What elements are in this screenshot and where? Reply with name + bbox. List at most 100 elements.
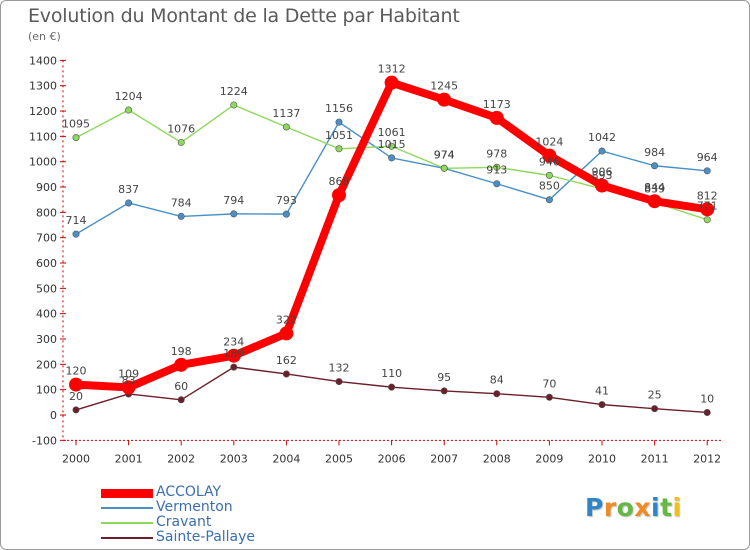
data-label-sainte-pallaye: 10 (700, 392, 714, 405)
data-point-accolay (69, 377, 83, 392)
data-label-vermenton: 850 (539, 180, 560, 193)
data-point-accolay (121, 380, 136, 395)
data-label-cravant: 1224 (220, 85, 248, 98)
logo-letter: r (603, 493, 617, 522)
data-label-vermenton: 714 (66, 214, 87, 227)
data-point-accolay (700, 202, 715, 217)
logo-letter: i (672, 493, 682, 522)
data-labels: 120 1091982343228681312124511731024906844… (62, 63, 718, 406)
data-label-accolay: 1024 (535, 136, 563, 149)
y-tick-label: 1200 (29, 105, 57, 118)
data-point-sainte-pallaye (230, 363, 238, 371)
data-point-vermenton (177, 212, 185, 220)
data-label-cravant: 1076 (167, 122, 195, 135)
data-label-vermenton: 1042 (588, 131, 616, 144)
data-point-cravant (388, 142, 396, 150)
data-point-cravant (493, 163, 501, 171)
data-label-sainte-pallaye: 70 (542, 377, 556, 390)
x-tick-label: 2006 (378, 452, 406, 465)
data-label-cravant: 1051 (325, 129, 353, 142)
data-point-sainte-pallaye (72, 406, 80, 414)
y-tick-label: 700 (36, 232, 57, 245)
data-point-sainte-pallaye (703, 408, 711, 416)
data-point-accolay (489, 110, 504, 125)
y-tick-label: -100 (32, 434, 57, 447)
data-point-vermenton (545, 196, 553, 204)
logo-letter: o (616, 493, 635, 522)
data-point-accolay (595, 178, 609, 193)
data-label-sainte-pallaye: 95 (437, 371, 451, 384)
data-label-accolay: 1173 (483, 98, 511, 111)
data-label-accolay: 906 (592, 166, 613, 179)
chart-title: Evolution du Montant de la Dette par Hab… (28, 5, 460, 27)
data-label-vermenton: 794 (223, 194, 244, 207)
data-label-sainte-pallaye: 132 (329, 362, 350, 375)
data-point-sainte-pallaye (493, 390, 501, 398)
logo-letter: i (651, 493, 661, 522)
data-label-cravant: 978 (486, 147, 507, 160)
data-label-cravant: 771 (697, 200, 718, 213)
data-point-sainte-pallaye (335, 378, 343, 386)
data-point-cravant (72, 134, 80, 142)
x-tick-label: 2009 (535, 452, 563, 465)
data-label-vermenton: 974 (434, 148, 455, 161)
data-point-vermenton (282, 210, 290, 218)
data-point-vermenton (388, 154, 396, 162)
data-point-sainte-pallaye (282, 370, 290, 378)
data-label-sainte-pallaye: 20 (69, 390, 83, 403)
data-point-vermenton (651, 162, 659, 170)
data-label-accolay: 120 (66, 365, 87, 378)
data-point-cravant (282, 123, 290, 131)
data-label-vermenton: 1015 (378, 138, 406, 151)
data-label-sainte-pallaye: 60 (174, 380, 188, 393)
x-tick-label: 2007 (430, 452, 458, 465)
data-point-vermenton (125, 199, 133, 207)
data-label-vermenton: 837 (118, 183, 139, 196)
data-point-cravant (177, 138, 185, 146)
data-point-cravant (230, 101, 238, 109)
y-tick-label: 100 (36, 384, 57, 397)
data-label-cravant: 1204 (115, 90, 143, 103)
axes: -100 0 100 200 300 400 500 600 700 800 900 1000 1100… (29, 54, 723, 465)
data-point-accolay (542, 148, 557, 163)
x-tick-label: 2000 (62, 452, 90, 465)
x-tick-label: 2002 (167, 452, 195, 465)
x-tick-label: 2003 (220, 452, 248, 465)
data-point-cravant (703, 216, 711, 224)
y-tick-label: 1300 (29, 80, 57, 93)
data-point-sainte-pallaye (177, 396, 185, 404)
data-label-accolay: 109 (118, 367, 139, 380)
data-label-cravant: 1137 (272, 107, 300, 120)
series-points (69, 75, 715, 416)
legend-label: Sainte-Pallaye (156, 529, 256, 545)
logo-letter: t (660, 493, 673, 522)
data-point-sainte-pallaye (545, 393, 553, 401)
data-point-accolay (332, 188, 346, 203)
data-point-vermenton (335, 118, 343, 126)
x-tick-label: 2008 (483, 452, 511, 465)
legend-swatch (101, 537, 153, 539)
data-point-cravant (125, 106, 133, 114)
y-tick-label: 1400 (29, 54, 57, 67)
data-label-accolay: 1312 (378, 63, 406, 76)
data-label-vermenton: 793 (276, 194, 297, 207)
data-point-vermenton (72, 230, 80, 238)
data-label-vermenton: 913 (486, 164, 507, 177)
data-point-vermenton (230, 210, 238, 218)
y-tick-label: 200 (36, 358, 57, 371)
data-point-accolay (384, 75, 399, 90)
data-point-accolay (174, 357, 189, 372)
data-label-cravant: 1095 (62, 118, 90, 131)
data-label-vermenton: 984 (644, 146, 665, 159)
data-point-cravant (335, 145, 343, 153)
data-point-accolay (437, 92, 452, 107)
data-point-vermenton (493, 180, 501, 188)
data-point-cravant (440, 164, 448, 172)
data-label-accolay: 868 (329, 175, 350, 188)
x-tick-label: 2004 (272, 452, 300, 465)
logo-letter: P (585, 493, 604, 522)
data-point-sainte-pallaye (651, 405, 659, 413)
data-label-sainte-pallaye: 83 (122, 374, 136, 387)
